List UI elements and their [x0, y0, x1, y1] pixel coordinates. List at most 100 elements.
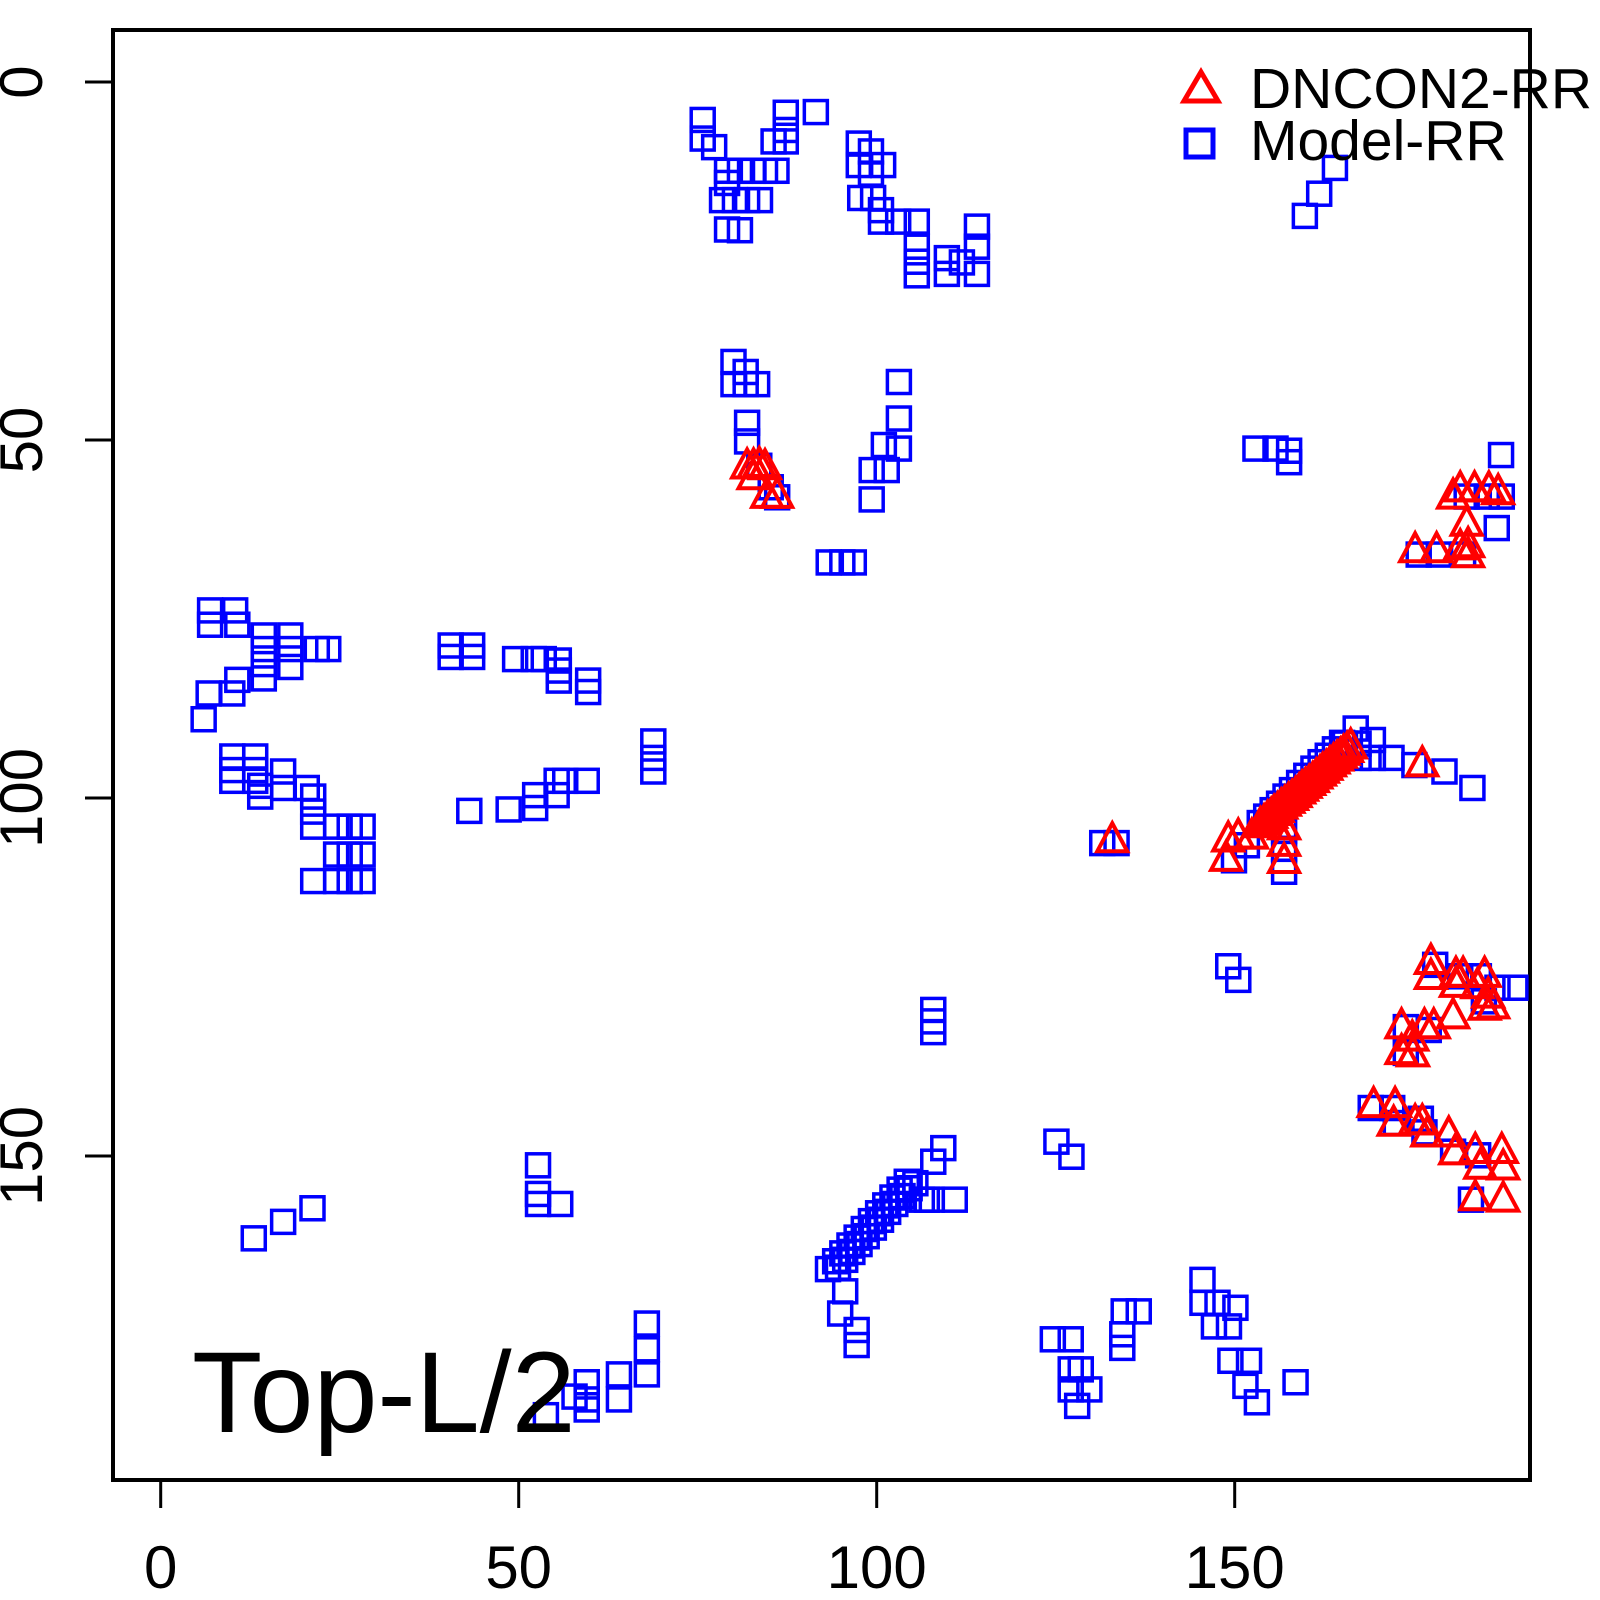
model-rr-point	[299, 867, 327, 895]
model-rr-point	[1058, 1143, 1085, 1170]
model-rr-point	[1039, 1326, 1067, 1353]
model-rr-point	[867, 1206, 895, 1233]
model-rr-point	[524, 1152, 552, 1179]
model-rr-point	[826, 1300, 854, 1327]
model-rr-point	[746, 186, 774, 214]
model-rr-point	[1291, 202, 1319, 230]
model-rr-point	[219, 680, 246, 707]
model-rr-point	[860, 1214, 888, 1241]
model-rr-point	[640, 744, 667, 772]
model-rr-point	[277, 635, 304, 663]
model-rr-point	[322, 813, 350, 840]
model-rr-point	[874, 1198, 902, 1226]
model-rr-point	[853, 1222, 880, 1250]
model-rr-point	[501, 645, 529, 673]
model-rr-point	[1043, 1128, 1070, 1155]
x-axis: 0 50 100 150	[144, 1480, 1285, 1600]
dncon2-rr-points-layer	[728, 443, 1522, 1213]
model-rr-point	[196, 597, 224, 624]
dncon2-rr-point	[1394, 1033, 1432, 1068]
model-rr-point	[241, 743, 269, 770]
model-rr-point	[224, 611, 251, 638]
model-rr-point	[840, 549, 868, 576]
model-rr-point	[1063, 1392, 1091, 1420]
model-rr-point	[1483, 514, 1511, 542]
model-rr-point	[885, 405, 913, 432]
y-tick-label: 50	[0, 407, 55, 474]
dncon2-rr-point	[1265, 839, 1303, 875]
dncon2-rr-point	[758, 474, 796, 509]
model-rr-point	[532, 1401, 560, 1429]
model-rr-point	[640, 728, 667, 755]
model-rr-point	[763, 157, 790, 185]
model-rr-point	[1217, 1347, 1244, 1375]
dncon2-rr-point	[1456, 1177, 1494, 1212]
dncon2-rr-point	[1233, 815, 1271, 850]
dncon2-rr-point	[1383, 1030, 1420, 1066]
model-rr-point	[246, 783, 274, 810]
model-rr-point	[873, 456, 900, 484]
model-rr-point	[1225, 966, 1252, 994]
model-rr-point	[224, 666, 251, 694]
dncon2-rr-point	[1441, 526, 1479, 561]
model-rr-point	[869, 151, 897, 179]
model-rr-point	[240, 1225, 268, 1252]
x-tick-label: 100	[827, 1534, 927, 1600]
corner-label: Top-L/2	[192, 1329, 576, 1457]
model-rr-point	[843, 1331, 870, 1359]
y-tick-label: 150	[0, 1106, 55, 1206]
model-rr-point	[250, 650, 278, 678]
dncon2-rr-point	[1093, 819, 1131, 854]
model-rr-point	[250, 665, 278, 692]
model-rr-point	[640, 758, 667, 785]
dncon2-rr-point	[1376, 1083, 1414, 1119]
model-rr-point	[831, 1246, 859, 1274]
dncon2-rr-point	[1415, 1005, 1453, 1040]
dncon2-rr-point	[1449, 524, 1487, 559]
x-tick-label: 50	[485, 1534, 552, 1600]
model-rr-point	[277, 653, 304, 681]
model-rr-point	[299, 813, 327, 840]
model-rr-point	[1242, 435, 1269, 462]
model-rr-point	[1057, 1326, 1084, 1353]
x-tick-label: 0	[144, 1534, 177, 1600]
model-rr-point	[605, 1361, 633, 1388]
model-rr-point	[196, 611, 224, 638]
dncon2-rr-point	[1396, 529, 1434, 564]
y-tick-label: 0	[0, 65, 55, 98]
model-rr-point	[772, 128, 800, 155]
model-rr-point	[633, 1310, 661, 1337]
y-axis: 0 50 100 150	[0, 65, 113, 1206]
dncon2-rr-point	[1434, 475, 1472, 510]
dncon2-rr-point	[735, 455, 772, 491]
dncon2-rr-point	[1434, 995, 1472, 1030]
dncon2-rr-point	[1207, 837, 1245, 872]
model-rr-point	[299, 1195, 326, 1222]
model-rr-point	[1487, 441, 1515, 469]
dncon2-rr-point	[1209, 818, 1247, 853]
model-rr-point	[920, 1018, 947, 1046]
model-rr-point	[1305, 180, 1333, 207]
model-rr-point	[858, 486, 885, 513]
model-rr-point	[920, 1148, 947, 1175]
model-rr-point	[963, 213, 991, 240]
model-rr-point	[221, 597, 249, 624]
model-rr-point	[815, 549, 842, 576]
model-rr-point	[633, 1361, 661, 1388]
model-rr-point	[543, 767, 570, 795]
model-rr-point	[689, 106, 716, 134]
dncon2-rr-point	[1437, 963, 1475, 998]
model-rr-point	[349, 813, 376, 840]
model-rr-point	[1321, 154, 1349, 182]
dncon2-rr-point	[1403, 743, 1441, 778]
dncon2-rr-point	[1393, 1017, 1431, 1052]
model-rr-point	[190, 705, 217, 733]
model-rr-point	[831, 1278, 859, 1305]
model-rr-point	[802, 98, 830, 126]
dncon2-rr-point	[1265, 806, 1303, 841]
model-rr-point	[219, 743, 246, 770]
model-rr-point	[269, 758, 297, 785]
legend: DNCON2-RR Model-RR	[1179, 57, 1592, 173]
model-rr-point	[963, 260, 991, 288]
